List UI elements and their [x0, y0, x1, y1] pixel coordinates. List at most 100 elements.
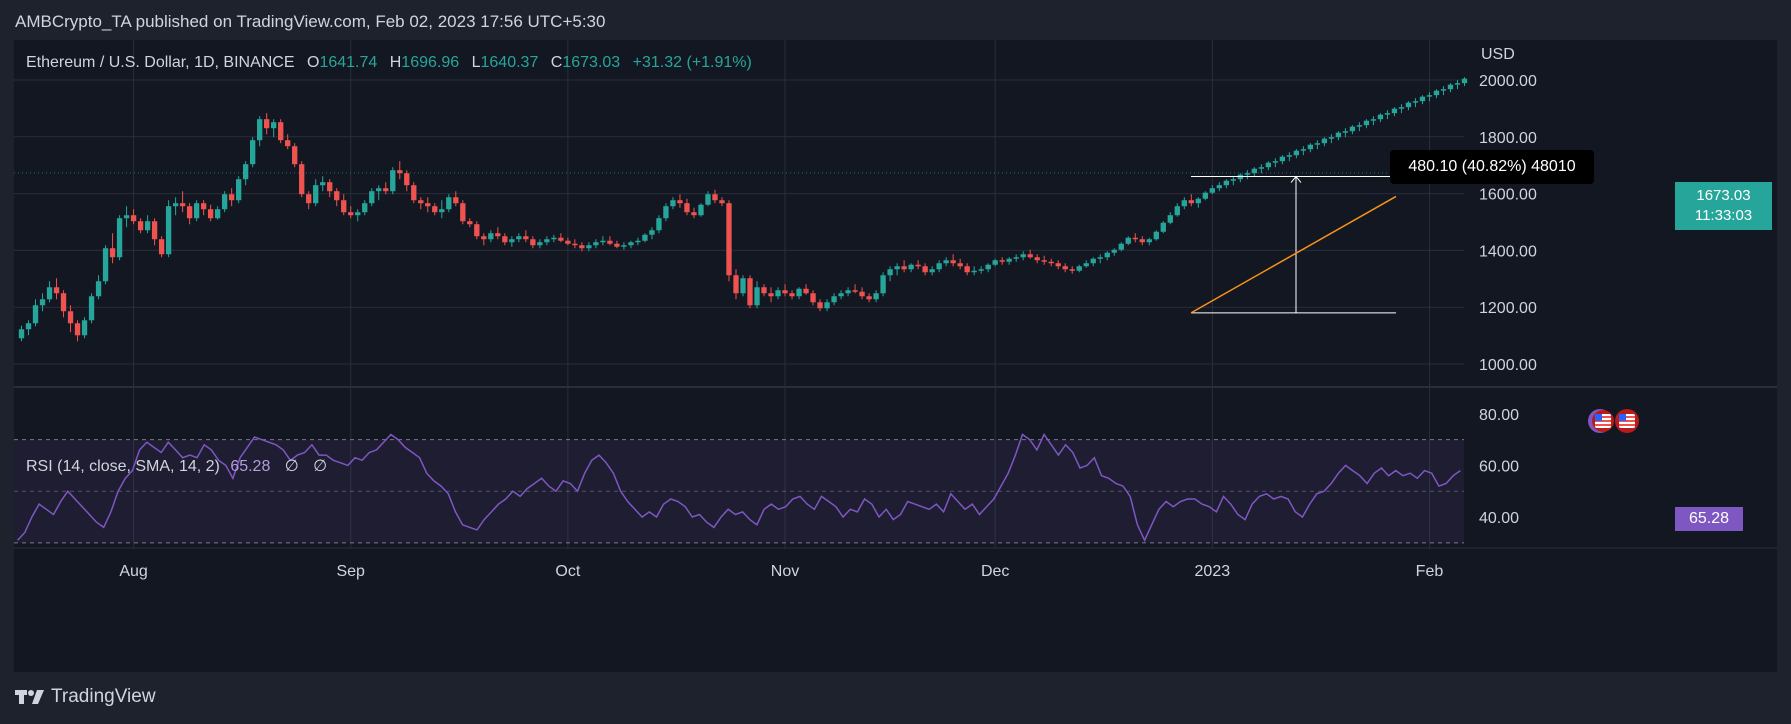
candle-body	[1118, 243, 1124, 250]
rsi-label[interactable]: RSI (14, close, SMA, 14, 2)	[26, 458, 220, 475]
candle-body	[1272, 161, 1279, 163]
footer-brand[interactable]: TradingView	[15, 686, 156, 708]
chart-area[interactable]: Aug Sep Oct Nov Dec 2023 Feb 1000.00 1200.00 1400…	[14, 40, 1777, 672]
candle-body	[901, 266, 907, 270]
rsi-tick-label: 60.00	[1479, 458, 1519, 475]
candle-body	[432, 206, 438, 213]
price-tick-label: 1800.00	[1479, 130, 1537, 147]
candle-body	[663, 206, 669, 219]
symbol-title[interactable]: Ethereum / U.S. Dollar, 1D, BINANCE	[26, 54, 295, 71]
rsi-tick-label: 40.00	[1479, 510, 1519, 527]
candle-body	[992, 260, 998, 265]
candle-body	[1153, 231, 1159, 240]
candle-body	[1216, 185, 1222, 189]
candle-body	[544, 239, 550, 243]
candle-body	[1104, 252, 1110, 258]
candle-body	[200, 203, 207, 210]
candle-body	[285, 140, 291, 147]
candle-body	[383, 188, 389, 192]
candle-body	[250, 140, 256, 165]
rsi-null-2: ∅	[313, 458, 328, 475]
candle-body	[481, 236, 487, 240]
candle-body	[1349, 126, 1356, 132]
candle-body	[327, 182, 333, 192]
candle-body	[796, 288, 802, 297]
us-flag-icon	[1588, 409, 1614, 433]
candle-body	[1258, 167, 1265, 169]
candle-body	[1146, 239, 1152, 243]
event-flags[interactable]	[1587, 408, 1639, 434]
tradingview-logo-icon	[15, 690, 44, 704]
candle-body	[1097, 257, 1103, 259]
candle-body	[1286, 155, 1293, 157]
candle-body	[1048, 261, 1054, 264]
candle-body	[1041, 260, 1047, 262]
candle-body	[495, 233, 501, 237]
candle-body	[1370, 119, 1377, 121]
candle-body	[411, 185, 417, 201]
close-value: 1673.03	[562, 54, 621, 71]
candle-body	[943, 260, 949, 264]
last-price-badge: 1673.03 11:33:03	[1675, 182, 1772, 230]
candle-body	[1454, 83, 1461, 85]
rsi-tick-label: 80.00	[1479, 407, 1519, 424]
candle-body	[740, 278, 746, 294]
time-tick-label: Nov	[771, 563, 799, 580]
candle-body	[264, 119, 270, 129]
candle-body	[614, 243, 620, 247]
candle-body	[292, 146, 298, 165]
candle-body	[53, 287, 60, 294]
candle-body	[1461, 78, 1468, 84]
candle-body	[719, 200, 725, 204]
chart-canvas[interactable]: Aug Sep Oct Nov Dec 2023 Feb 1000.00 1200.00 1400…	[14, 40, 1777, 672]
candle-body	[1363, 120, 1370, 126]
candle-body	[831, 296, 837, 303]
candle-body	[1377, 114, 1384, 120]
candle-body	[221, 194, 228, 210]
candle-body	[1167, 215, 1173, 223]
candle-body	[558, 237, 564, 241]
candle-body	[1034, 257, 1040, 261]
candle-body	[789, 293, 795, 297]
candle-body	[845, 290, 851, 294]
candle-body	[193, 203, 200, 219]
candle-body	[621, 245, 627, 247]
time-tick-label: Sep	[336, 563, 365, 580]
candle-body	[425, 203, 431, 207]
candle-body	[824, 302, 830, 309]
candle-body	[348, 212, 354, 216]
rsi-legend-value: 65.28	[230, 458, 271, 475]
candle-body	[299, 164, 305, 195]
candle-body	[1069, 269, 1075, 271]
candle-body	[656, 218, 662, 231]
candle-body	[313, 185, 319, 204]
candle-body	[957, 263, 963, 267]
candle-body	[712, 194, 718, 201]
candle-body	[649, 230, 655, 235]
candle-body	[985, 264, 991, 270]
candle-body	[144, 221, 151, 231]
candle-body	[235, 179, 242, 201]
candle-body	[1412, 101, 1419, 103]
candle-body	[74, 323, 81, 336]
rsi-value-badge: 65.28	[1675, 507, 1743, 531]
candle-body	[1265, 162, 1272, 168]
candle-body	[158, 239, 165, 255]
candle-body	[1160, 222, 1166, 232]
candle-body	[214, 209, 221, 219]
candle-body	[1300, 149, 1307, 151]
candle-body	[1090, 258, 1096, 264]
candle-body	[579, 245, 585, 249]
candle-body	[242, 164, 249, 180]
candle-body	[915, 264, 921, 267]
candle-body	[446, 197, 452, 210]
candle-body	[1006, 258, 1012, 262]
measure-label: 480.10 (40.82%) 48010	[1390, 150, 1594, 184]
candle-body	[439, 209, 445, 213]
candle-body	[1174, 206, 1180, 216]
candle-body	[894, 266, 900, 270]
candle-body	[109, 248, 116, 258]
candle-body	[880, 275, 886, 294]
candle-body	[530, 239, 536, 246]
candle-body	[1111, 249, 1117, 253]
